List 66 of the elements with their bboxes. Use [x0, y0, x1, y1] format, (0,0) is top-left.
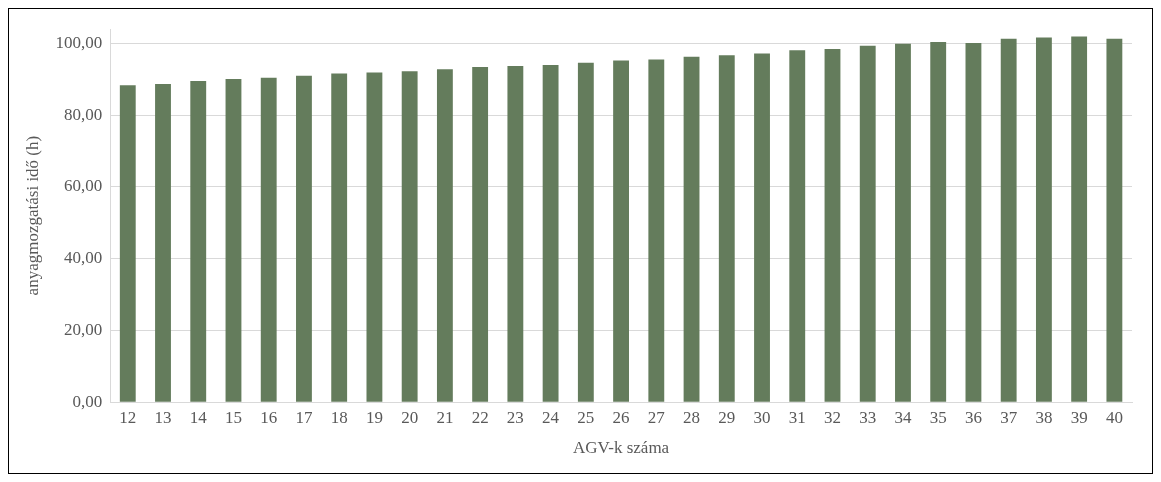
- x-tick-label: 16: [260, 407, 278, 427]
- x-axis-title: AGV-k száma: [573, 438, 670, 458]
- bar: [472, 67, 489, 402]
- bar: [296, 75, 312, 402]
- bar: [542, 64, 559, 402]
- bar: [577, 62, 594, 402]
- y-tick-label: 100,00: [55, 32, 103, 52]
- x-tick-label: 26: [612, 407, 630, 427]
- bar: [1106, 38, 1123, 402]
- bar: [965, 43, 982, 402]
- x-tick-label: 38: [1035, 407, 1053, 427]
- y-tick-label: 40,00: [63, 248, 103, 268]
- bar: [613, 60, 629, 402]
- x-tick-label: 37: [1000, 407, 1018, 427]
- x-tick-label: 19: [365, 407, 383, 427]
- bar: [824, 49, 841, 402]
- x-tick-label: 27: [647, 407, 666, 427]
- x-tick-label: 20: [401, 407, 419, 427]
- x-tick-label: 33: [859, 407, 877, 427]
- x-tick-label: 25: [577, 407, 595, 427]
- bar: [436, 69, 453, 402]
- x-tick-label: 30: [753, 407, 771, 427]
- x-tick-label: 28: [683, 407, 701, 427]
- bar: [718, 55, 735, 402]
- x-tick-label: 34: [894, 407, 912, 427]
- y-tick-label: 60,00: [63, 176, 103, 196]
- bar: [366, 72, 383, 402]
- x-tick-label: 32: [823, 407, 841, 427]
- bar: [683, 56, 700, 402]
- x-tick-label: 14: [189, 407, 208, 427]
- x-tick-label: 18: [330, 407, 348, 427]
- bar: [859, 45, 876, 402]
- bar: [648, 59, 665, 402]
- x-tick-label: 36: [964, 407, 982, 427]
- bar: [119, 85, 136, 402]
- bar: [401, 71, 418, 402]
- x-tick-label: 29: [718, 407, 736, 427]
- bar: [155, 83, 171, 402]
- bar: [1071, 36, 1088, 402]
- bar: [1000, 38, 1017, 402]
- bar: [331, 73, 348, 402]
- y-tick-label: 80,00: [63, 104, 103, 124]
- y-axis-title: anyagmozgatási idő (h): [22, 135, 42, 296]
- x-tick-label: 40: [1105, 407, 1123, 427]
- bar: [895, 43, 911, 402]
- x-tick-label: 17: [295, 407, 313, 427]
- bar: [1035, 37, 1052, 402]
- x-tick-label: 13: [154, 407, 172, 427]
- x-tick-label: 39: [1070, 407, 1088, 427]
- x-tick-label: 12: [119, 407, 137, 427]
- bar: [190, 81, 207, 402]
- x-tick-label: 35: [929, 407, 947, 427]
- y-tick-label: 20,00: [63, 319, 103, 339]
- y-tick-label: 0,00: [72, 391, 103, 411]
- bar: [930, 41, 947, 402]
- bar: [789, 50, 806, 402]
- bar: [507, 65, 524, 402]
- bar: [754, 53, 770, 402]
- x-tick-label: 31: [788, 407, 806, 427]
- bar: [260, 77, 277, 402]
- x-tick-label: 15: [224, 407, 242, 427]
- x-tick-label: 22: [471, 407, 489, 427]
- x-tick-label: 24: [542, 407, 560, 427]
- x-tick-label: 23: [506, 407, 524, 427]
- bar: [225, 78, 242, 402]
- x-tick-label: 21: [436, 407, 454, 427]
